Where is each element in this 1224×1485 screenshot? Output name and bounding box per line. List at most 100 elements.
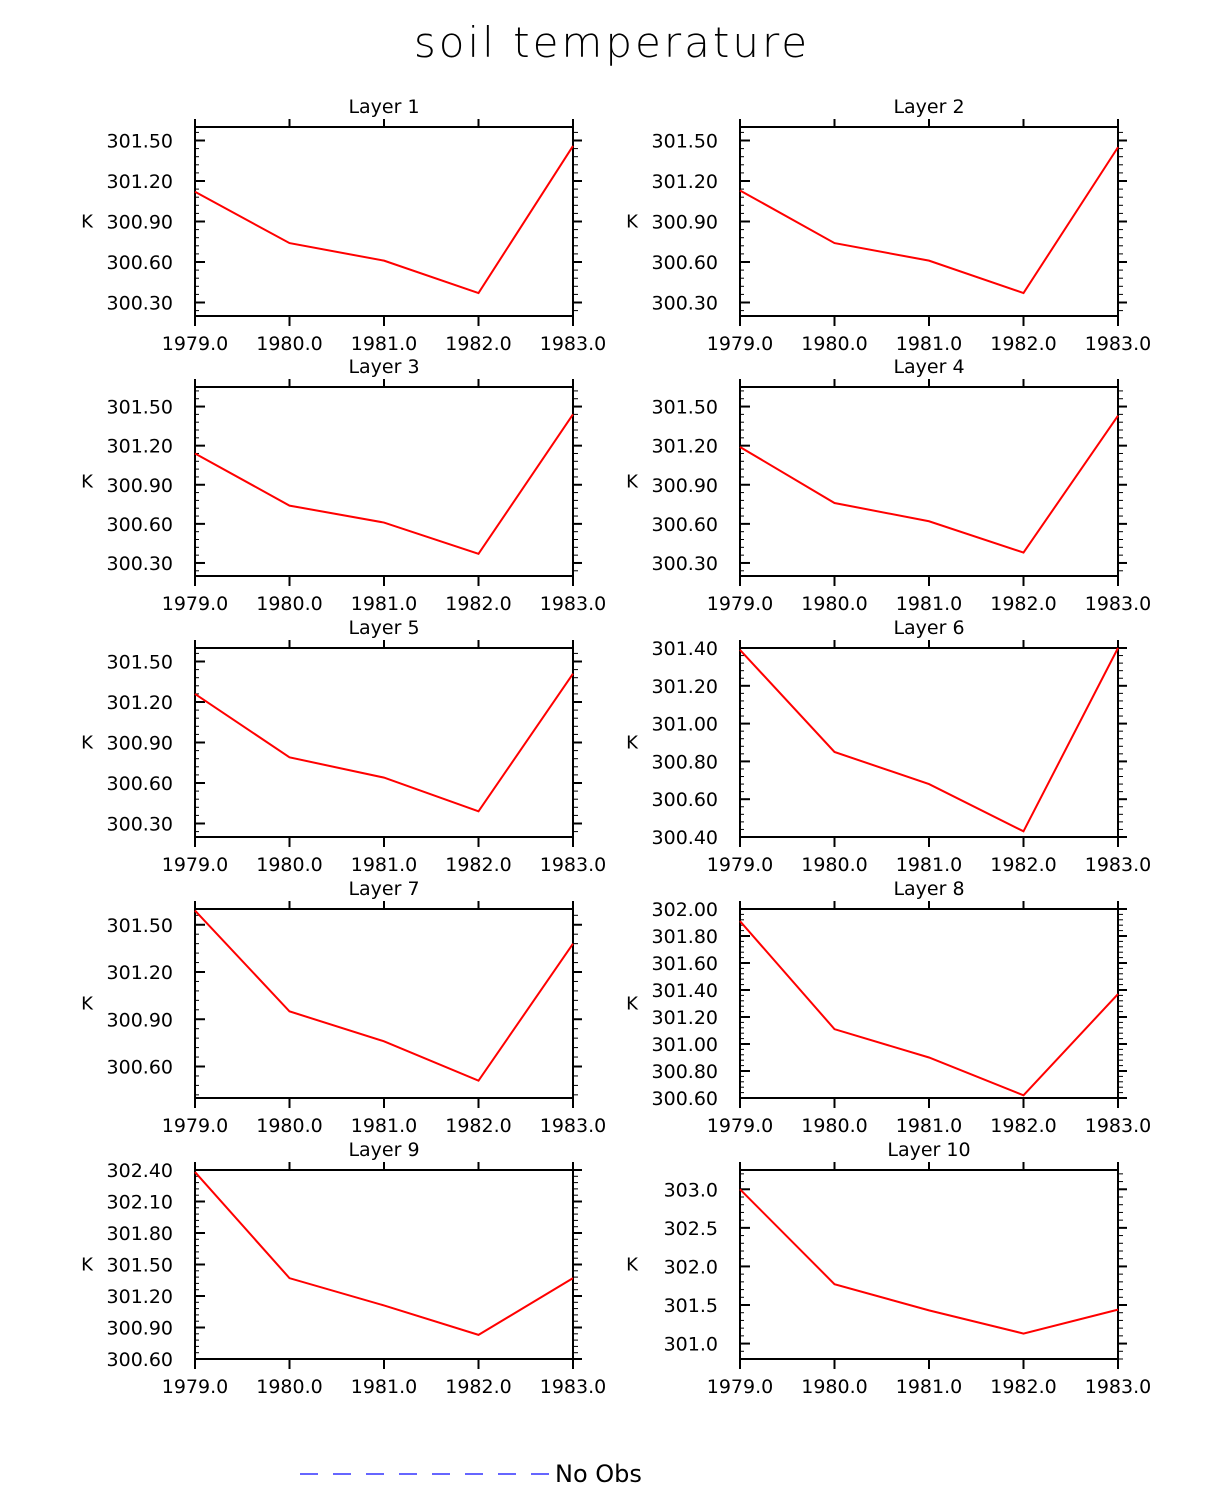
x-tick-label: 1981.0	[896, 333, 962, 355]
panel-1: Layer 1 1979.0 1980.0 1981.0 1982.0 1983.0 300…	[81, 96, 606, 355]
y-tick-label: 301.80	[652, 926, 718, 948]
panel-5: Layer 5 1979.0 1980.0 1981.0 1982.0 1983.0 300…	[81, 617, 606, 876]
y-axis-label: K	[81, 212, 94, 233]
x-tick-label: 1982.0	[445, 1376, 511, 1398]
y-tick-label: 300.60	[652, 252, 718, 274]
y-tick-label: 300.90	[107, 1009, 173, 1031]
y-tick-label: 301.00	[652, 1034, 718, 1056]
y-tick-label: 300.60	[107, 1349, 173, 1371]
x-tick-label: 1980.0	[256, 854, 322, 876]
x-tick-label: 1982.0	[445, 854, 511, 876]
y-tick-label: 300.30	[107, 553, 173, 575]
x-tick-label: 1983.0	[1085, 854, 1151, 876]
y-tick-label: 300.60	[107, 773, 173, 795]
plot-frame	[194, 386, 574, 577]
x-tick-label: 1982.0	[445, 1115, 511, 1137]
x-tick-label: 1979.0	[162, 593, 228, 615]
plot-frame	[739, 908, 1119, 1099]
x-tick-label: 1980.0	[801, 854, 867, 876]
y-tick-label: 300.60	[652, 1088, 718, 1110]
x-tick-label: 1982.0	[990, 333, 1056, 355]
panel-9: Layer 9 1979.0 1980.0 1981.0 1982.0 1983.0 300…	[81, 1139, 606, 1398]
legend: No Obs	[300, 1460, 642, 1485]
y-tick-label: 301.50	[107, 131, 173, 153]
panel-title: Layer 9	[348, 1139, 419, 1161]
x-tick-label: 1981.0	[896, 854, 962, 876]
plot-frame	[194, 1169, 574, 1360]
y-axis-label: K	[81, 994, 94, 1015]
y-tick-label: 300.30	[652, 293, 718, 315]
x-tick-label: 1981.0	[896, 1376, 962, 1398]
y-axis-label: K	[626, 1255, 639, 1276]
x-tick-label: 1979.0	[162, 854, 228, 876]
y-tick-label: 301.50	[107, 652, 173, 674]
y-axis-label: K	[626, 212, 639, 233]
x-tick-label: 1981.0	[896, 1115, 962, 1137]
panel-6: Layer 6 1979.0 1980.0 1981.0 1982.0 1983.0 300…	[626, 617, 1151, 876]
x-tick-label: 1979.0	[162, 1376, 228, 1398]
x-tick-label: 1981.0	[351, 854, 417, 876]
x-tick-label: 1979.0	[707, 1115, 773, 1137]
x-tick-label: 1983.0	[540, 1376, 606, 1398]
series-line	[739, 415, 1119, 554]
y-tick-label: 302.00	[652, 899, 718, 921]
series-line	[194, 413, 574, 556]
y-tick-label: 301.20	[652, 676, 718, 698]
x-tick-label: 1980.0	[801, 1376, 867, 1398]
panel-4: Layer 4 1979.0 1980.0 1981.0 1982.0 1983.0 300…	[626, 356, 1151, 615]
x-tick-label: 1983.0	[1085, 593, 1151, 615]
y-axis-label: K	[626, 994, 639, 1015]
series-line	[739, 647, 1119, 833]
x-tick-label: 1981.0	[351, 333, 417, 355]
y-tick-label: 300.60	[107, 1057, 173, 1079]
y-tick-label: 301.80	[107, 1223, 173, 1245]
panels-group: Layer 1 1979.0 1980.0 1981.0 1982.0 1983.0 300…	[81, 96, 1151, 1398]
plot-frame	[194, 908, 574, 1099]
y-tick-label: 301.00	[652, 714, 718, 736]
y-tick-label: 302.5	[664, 1218, 718, 1240]
x-tick-label: 1981.0	[896, 593, 962, 615]
x-tick-label: 1980.0	[801, 593, 867, 615]
y-tick-label: 300.90	[652, 475, 718, 497]
panel-title: Layer 1	[348, 96, 419, 118]
y-tick-label: 300.30	[652, 553, 718, 575]
x-tick-label: 1983.0	[540, 333, 606, 355]
x-tick-label: 1983.0	[540, 854, 606, 876]
y-axis-label: K	[81, 472, 94, 493]
y-tick-label: 300.60	[107, 514, 173, 536]
y-tick-label: 300.90	[107, 1318, 173, 1340]
plot-frame	[739, 647, 1119, 838]
x-tick-label: 1979.0	[707, 593, 773, 615]
y-tick-label: 301.50	[107, 915, 173, 937]
plot-frame	[739, 1169, 1119, 1360]
x-tick-label: 1982.0	[445, 333, 511, 355]
y-tick-label: 301.20	[107, 1286, 173, 1308]
y-tick-label: 301.0	[664, 1334, 718, 1356]
y-tick-label: 300.60	[107, 252, 173, 274]
x-tick-label: 1979.0	[707, 854, 773, 876]
y-tick-label: 300.80	[652, 751, 718, 773]
panel-title: Layer 3	[348, 356, 419, 378]
panel-title: Layer 8	[893, 878, 964, 900]
y-tick-label: 301.20	[652, 1007, 718, 1029]
x-tick-label: 1980.0	[801, 333, 867, 355]
y-tick-label: 300.60	[652, 789, 718, 811]
series-line	[194, 1171, 574, 1336]
y-tick-label: 300.90	[107, 733, 173, 755]
y-tick-label: 300.30	[107, 293, 173, 315]
x-tick-label: 1981.0	[351, 1376, 417, 1398]
x-tick-label: 1982.0	[990, 1376, 1056, 1398]
x-tick-label: 1982.0	[990, 854, 1056, 876]
x-tick-label: 1980.0	[256, 1376, 322, 1398]
y-tick-label: 301.40	[652, 638, 718, 660]
y-tick-label: 301.50	[652, 131, 718, 153]
panel-title: Layer 5	[348, 617, 419, 639]
x-tick-label: 1983.0	[540, 593, 606, 615]
x-tick-label: 1980.0	[801, 1115, 867, 1137]
x-tick-label: 1983.0	[1085, 1115, 1151, 1137]
y-tick-label: 300.90	[652, 212, 718, 234]
series-line	[739, 1188, 1119, 1335]
x-tick-label: 1980.0	[256, 1115, 322, 1137]
y-tick-label: 301.20	[107, 171, 173, 193]
